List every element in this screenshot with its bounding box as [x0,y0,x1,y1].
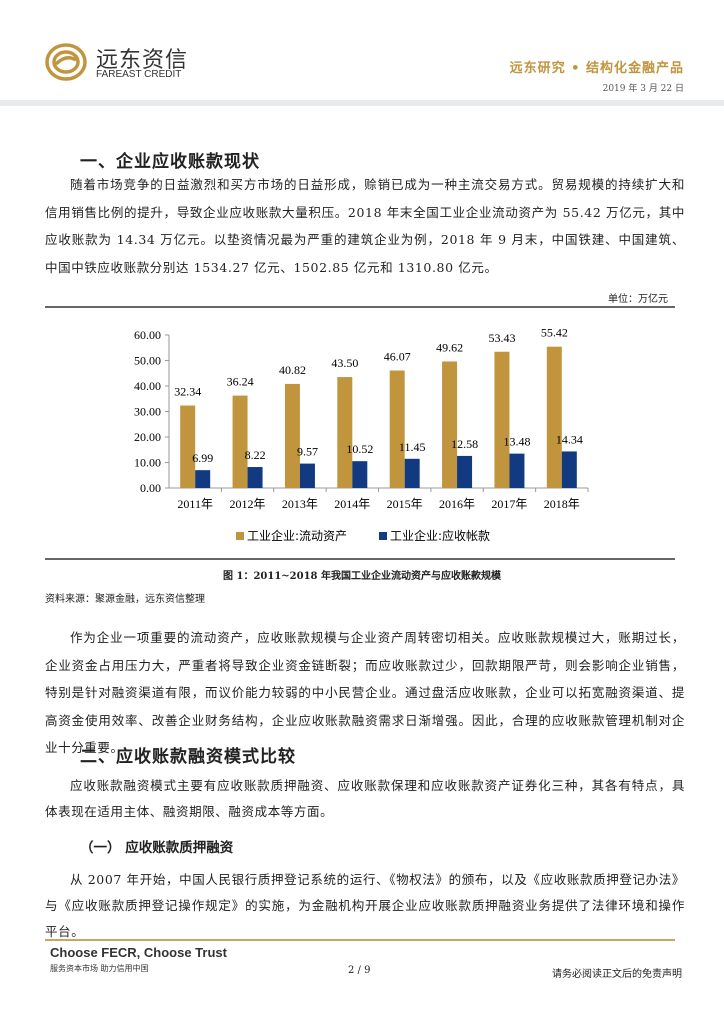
footer-slogan: Choose FECR, Choose Trust [50,945,227,960]
section2-paragraph: 应收账款融资模式主要有应收账款质押融资、应收账款保理和应收账款资产证券化三种，其… [45,778,685,819]
y-tick-label: 10.00 [134,456,161,470]
footer-rule [45,939,675,941]
header-band [0,100,724,106]
data-label: 36.24 [227,375,254,389]
data-label: 32.34 [174,385,201,399]
data-label: 10.52 [346,442,373,456]
y-tick-label: 40.00 [134,379,161,393]
footer-disclaimer: 请务必阅读正文后的免责声明 [552,969,682,980]
data-label: 53.43 [488,331,515,345]
bar-receivables [299,463,315,488]
bar-receivables [352,461,368,488]
bar-receivables [195,470,211,488]
bar-chart: 0.00 10.00 20.00 30.00 40.00 50.00 60.00 2011年 3… [134,326,589,543]
data-label: 40.82 [279,363,306,377]
figure-source: 资料来源：聚源金融，远东资信整理 [45,594,205,605]
logo-mark-icon [45,43,87,81]
report-series: 远东研究 • 结构化金融产品 [509,61,684,76]
x-tick-label: 2017年 [491,497,527,511]
section1-title: 一、企业应收账款现状 [80,152,260,172]
data-label: 55.42 [541,326,568,340]
bar-receivables [561,451,577,488]
data-label: 6.99 [192,451,213,465]
bar-receivables [404,458,420,488]
x-tick-label: 2012年 [230,497,266,511]
paragraph-2: 作为企业一项重要的流动资产，应收账款规模与企业资产周转密切相关。应收账款规模过大… [45,630,685,755]
y-tick-label: 20.00 [134,430,161,444]
data-label: 49.62 [436,340,463,354]
figure-bottom-rule [45,558,675,560]
bar-current-assets [180,405,196,488]
subsection-title: （一） 应收账款质押融资 [80,840,234,856]
x-tick-label: 2014年 [334,497,370,511]
unit-label: 单位：万亿元 [608,294,668,305]
bar-receivables [247,467,263,488]
figure-caption: 图 1：2011~2018 年我国工业企业流动资产与应收账款规模 [223,571,501,582]
logo-cn: 远东资信 [96,48,189,73]
y-tick-label: 50.00 [134,354,161,368]
bar-current-assets [284,383,300,488]
subsection-paragraph: 从 2007 年开始，中国人民银行质押登记系统的运行、《物权法》的颁布，以及《应… [45,872,685,939]
data-label: 43.50 [331,356,358,370]
bar-current-assets [494,351,510,488]
section2-title: 二、应收账款融资模式比较 [80,747,296,767]
x-tick-label: 2011年 [177,497,213,511]
logo-en: FAREAST CREDIT [96,69,182,80]
figure-top-rule [45,306,675,308]
data-label: 11.45 [399,440,426,454]
bar-receivables [509,453,525,488]
x-tick-label: 2016年 [439,497,475,511]
report-date: 2019 年 3 月 22 日 [602,84,684,94]
bar-receivables [457,455,473,488]
y-tick-label: 0.00 [140,481,161,495]
data-label: 8.22 [245,448,266,462]
footer-tagline: 服务资本市场 助力信用中国 [50,964,149,973]
legend-label: 工业企业:流动资产 [247,528,347,543]
page-number: 2 / 9 [348,965,371,976]
bar-current-assets [337,377,353,488]
y-tick-label: 30.00 [134,405,161,419]
bar-current-assets [389,370,405,488]
legend-swatch [379,532,387,540]
bar-current-assets [232,395,248,488]
x-tick-label: 2015年 [387,497,423,511]
legend-swatch [236,532,244,540]
bar-current-assets [546,346,562,488]
section1-paragraph: 随着市场竞争的日益激烈和买方市场的日益形成，赊销已成为一种主流交易方式。贸易规模… [45,177,685,275]
data-label: 13.48 [503,435,530,449]
legend-label: 工业企业:应收帐款 [390,528,490,543]
data-label: 9.57 [297,445,318,459]
logo: 远东资信 FAREAST CREDIT [44,42,194,82]
y-tick-label: 60.00 [134,328,161,342]
bar-current-assets [442,361,458,488]
data-label: 14.34 [556,432,583,446]
x-tick-label: 2018年 [544,497,580,511]
data-label: 46.07 [384,350,411,364]
data-label: 12.58 [451,437,478,451]
x-tick-label: 2013年 [282,497,318,511]
